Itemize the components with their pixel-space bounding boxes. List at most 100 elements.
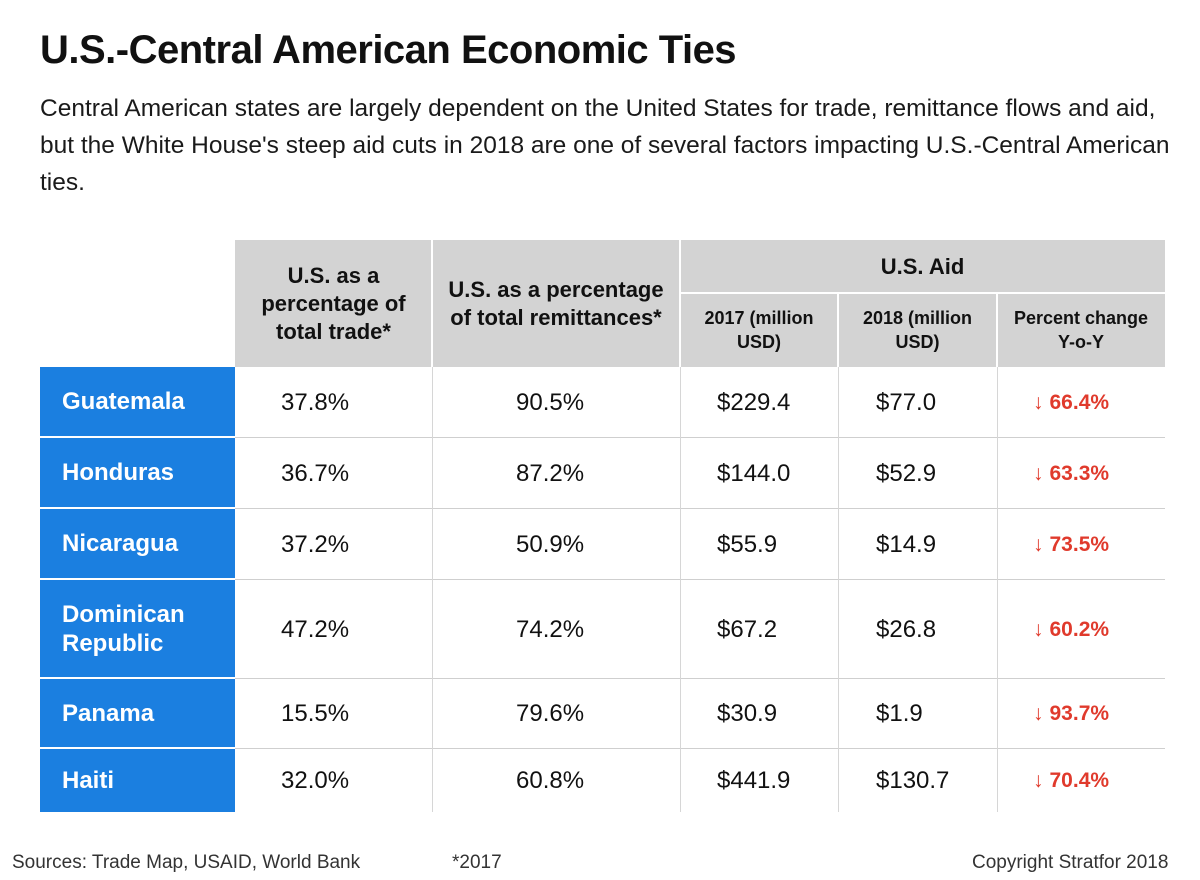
aid2018-value: $52.9	[876, 459, 937, 487]
trade-value: 36.7%	[281, 459, 350, 487]
footer-note: *2017	[452, 852, 502, 873]
remit-value: 74.2%	[516, 615, 585, 643]
header-percent-change: Percent change Y-o-Y	[997, 293, 1165, 367]
header-percent-change-label: Percent change Y-o-Y	[1013, 308, 1149, 352]
country-name: Guatemala	[62, 388, 185, 415]
remit-value: 50.9%	[516, 530, 585, 558]
row-divider	[235, 437, 1165, 438]
aid2018-cell: $26.8	[838, 580, 997, 679]
percent-change-cell: ↓ 63.3%	[997, 438, 1165, 509]
row-divider	[235, 748, 1165, 749]
percent-change-cell: ↓ 60.2%	[997, 580, 1165, 679]
header-trade-label: U.S. as a percentage of total trade*	[261, 262, 406, 344]
footer-sources: Sources: Trade Map, USAID, World Bank	[12, 852, 361, 873]
down-arrow-icon: ↓	[1033, 768, 1044, 792]
aid2018-value: $130.7	[876, 766, 950, 794]
remit-cell: 50.9%	[432, 509, 680, 580]
header-divider	[679, 240, 681, 367]
country-name: Panama	[62, 699, 155, 727]
column-divider	[432, 367, 433, 812]
chart-title: U.S.-Central American Economic Ties	[40, 28, 737, 72]
percent-change-cell: ↓ 93.7%	[997, 679, 1165, 749]
country-label: Panama	[40, 679, 235, 747]
country-name: Nicaragua	[62, 530, 179, 557]
trade-value: 37.2%	[281, 530, 350, 558]
aid2018-cell: $52.9	[838, 438, 997, 509]
aid2018-value: $26.8	[876, 615, 937, 643]
header-aid-2017-label: 2017 (million USD)	[704, 308, 814, 352]
chart-subtitle: Central American states are largely depe…	[40, 95, 1170, 196]
remit-cell: 79.6%	[432, 679, 680, 749]
aid2017-cell: $30.9	[680, 679, 838, 749]
aid2017-value: $30.9	[717, 700, 778, 727]
percent-change-value: 73.5%	[1049, 532, 1110, 556]
aid2017-cell: $441.9	[680, 749, 838, 812]
remit-value: 60.8%	[516, 766, 585, 794]
header-aid-2017: 2017 (million USD)	[680, 293, 838, 367]
header-remittances: U.S. as a percentage of total remittance…	[432, 240, 680, 367]
header-divider	[837, 293, 839, 367]
trade-value: 37.8%	[281, 388, 350, 416]
down-arrow-icon: ↓	[1033, 532, 1044, 556]
header-divider	[431, 240, 433, 367]
percent-change-cell: ↓ 66.4%	[997, 367, 1165, 438]
aid2017-cell: $229.4	[680, 367, 838, 438]
percent-change-value: 66.4%	[1049, 390, 1110, 414]
aid2017-value: $441.9	[717, 766, 791, 794]
trade-cell: 47.2%	[235, 580, 432, 679]
column-divider	[838, 367, 839, 812]
trade-cell: 36.7%	[235, 438, 432, 509]
trade-value: 47.2%	[281, 615, 350, 643]
aid2018-value: $1.9	[876, 700, 923, 727]
aid2017-cell: $67.2	[680, 580, 838, 679]
header-divider	[680, 292, 1165, 294]
remit-cell: 60.8%	[432, 749, 680, 812]
row-divider	[235, 579, 1165, 580]
aid2017-cell: $144.0	[680, 438, 838, 509]
remit-value: 79.6%	[516, 700, 585, 727]
country-label: Dominican Republic	[40, 580, 235, 677]
remit-value: 87.2%	[516, 459, 585, 487]
country-name: Honduras	[62, 459, 175, 486]
aid2018-cell: $1.9	[838, 679, 997, 749]
down-arrow-icon: ↓	[1033, 617, 1044, 641]
country-label: Honduras	[40, 438, 235, 507]
aid2018-value: $77.0	[876, 388, 937, 416]
down-arrow-icon: ↓	[1033, 461, 1044, 485]
down-arrow-icon: ↓	[1033, 390, 1044, 414]
percent-change-value: 70.4%	[1049, 768, 1110, 792]
percent-change-value: 60.2%	[1049, 617, 1110, 641]
percent-change-cell: ↓ 73.5%	[997, 509, 1165, 580]
country-name: Dominican Republic	[62, 600, 185, 657]
header-aid-2018: 2018 (million USD)	[838, 293, 997, 367]
aid2018-cell: $77.0	[838, 367, 997, 438]
aid2018-value: $14.9	[876, 530, 937, 558]
country-label: Nicaragua	[40, 509, 235, 578]
header-remittances-label: U.S. as a percentage of total remittance…	[448, 276, 664, 330]
aid2018-cell: $14.9	[838, 509, 997, 580]
trade-value: 32.0%	[281, 766, 350, 794]
trade-cell: 37.2%	[235, 509, 432, 580]
header-us-aid: U.S. Aid	[680, 240, 1165, 293]
header-us-aid-label: U.S. Aid	[880, 253, 965, 279]
down-arrow-icon: ↓	[1033, 702, 1044, 725]
column-divider	[680, 367, 681, 812]
trade-value: 15.5%	[281, 700, 350, 727]
column-divider	[997, 367, 998, 812]
aid2018-cell: $130.7	[838, 749, 997, 812]
aid2017-cell: $55.9	[680, 509, 838, 580]
trade-cell: 32.0%	[235, 749, 432, 812]
aid2017-value: $67.2	[717, 615, 778, 643]
country-name: Haiti	[62, 767, 115, 794]
header-trade: U.S. as a percentage of total trade*	[235, 240, 432, 367]
remit-cell: 74.2%	[432, 580, 680, 679]
header-divider	[996, 293, 998, 367]
percent-change-value: 63.3%	[1049, 461, 1110, 485]
remit-cell: 87.2%	[432, 438, 680, 509]
remit-cell: 90.5%	[432, 367, 680, 438]
header-aid-2018-label: 2018 (million USD)	[862, 308, 973, 352]
trade-cell: 37.8%	[235, 367, 432, 438]
trade-cell: 15.5%	[235, 679, 432, 749]
footer-copyright: Copyright Stratfor 2018	[972, 852, 1169, 873]
percent-change-cell: ↓ 70.4%	[997, 749, 1165, 812]
